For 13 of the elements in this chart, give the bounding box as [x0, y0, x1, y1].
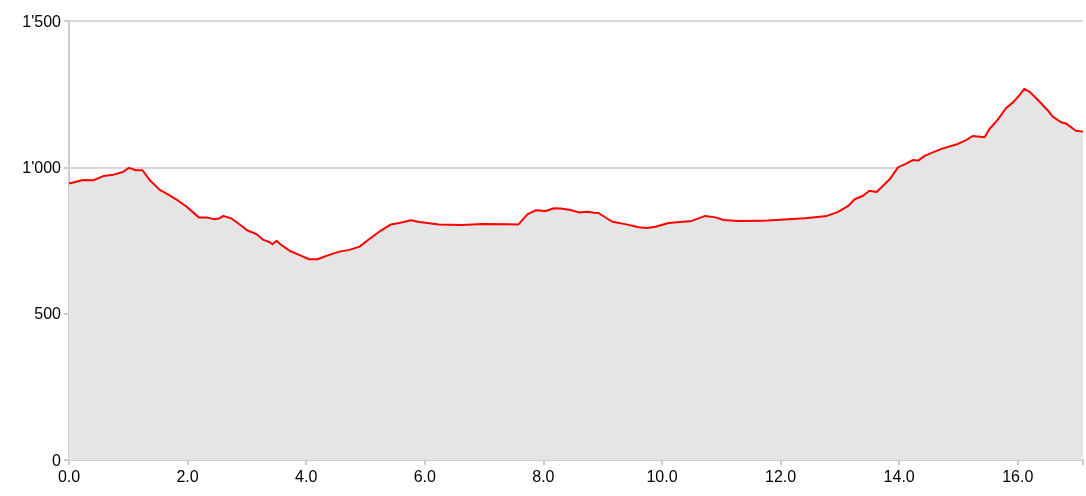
x-tick-label: 2.0 [176, 467, 199, 485]
x-tick-label: 12.0 [765, 467, 797, 485]
y-tick-label: 1'000 [22, 158, 62, 176]
y-tick-label: 1'500 [22, 12, 62, 30]
x-tick-label: 14.0 [883, 467, 915, 485]
x-tick-label: 8.0 [532, 467, 555, 485]
x-tick-label: 16.0 [1002, 467, 1034, 485]
x-tick-label: 0.0 [57, 467, 81, 485]
x-tick-label: 6.0 [413, 467, 437, 485]
y-tick-label: 500 [34, 305, 62, 323]
x-tick-label: 10.0 [646, 467, 678, 485]
x-tick-label: 4.0 [295, 467, 318, 485]
y-tick-label: 0 [52, 451, 62, 469]
